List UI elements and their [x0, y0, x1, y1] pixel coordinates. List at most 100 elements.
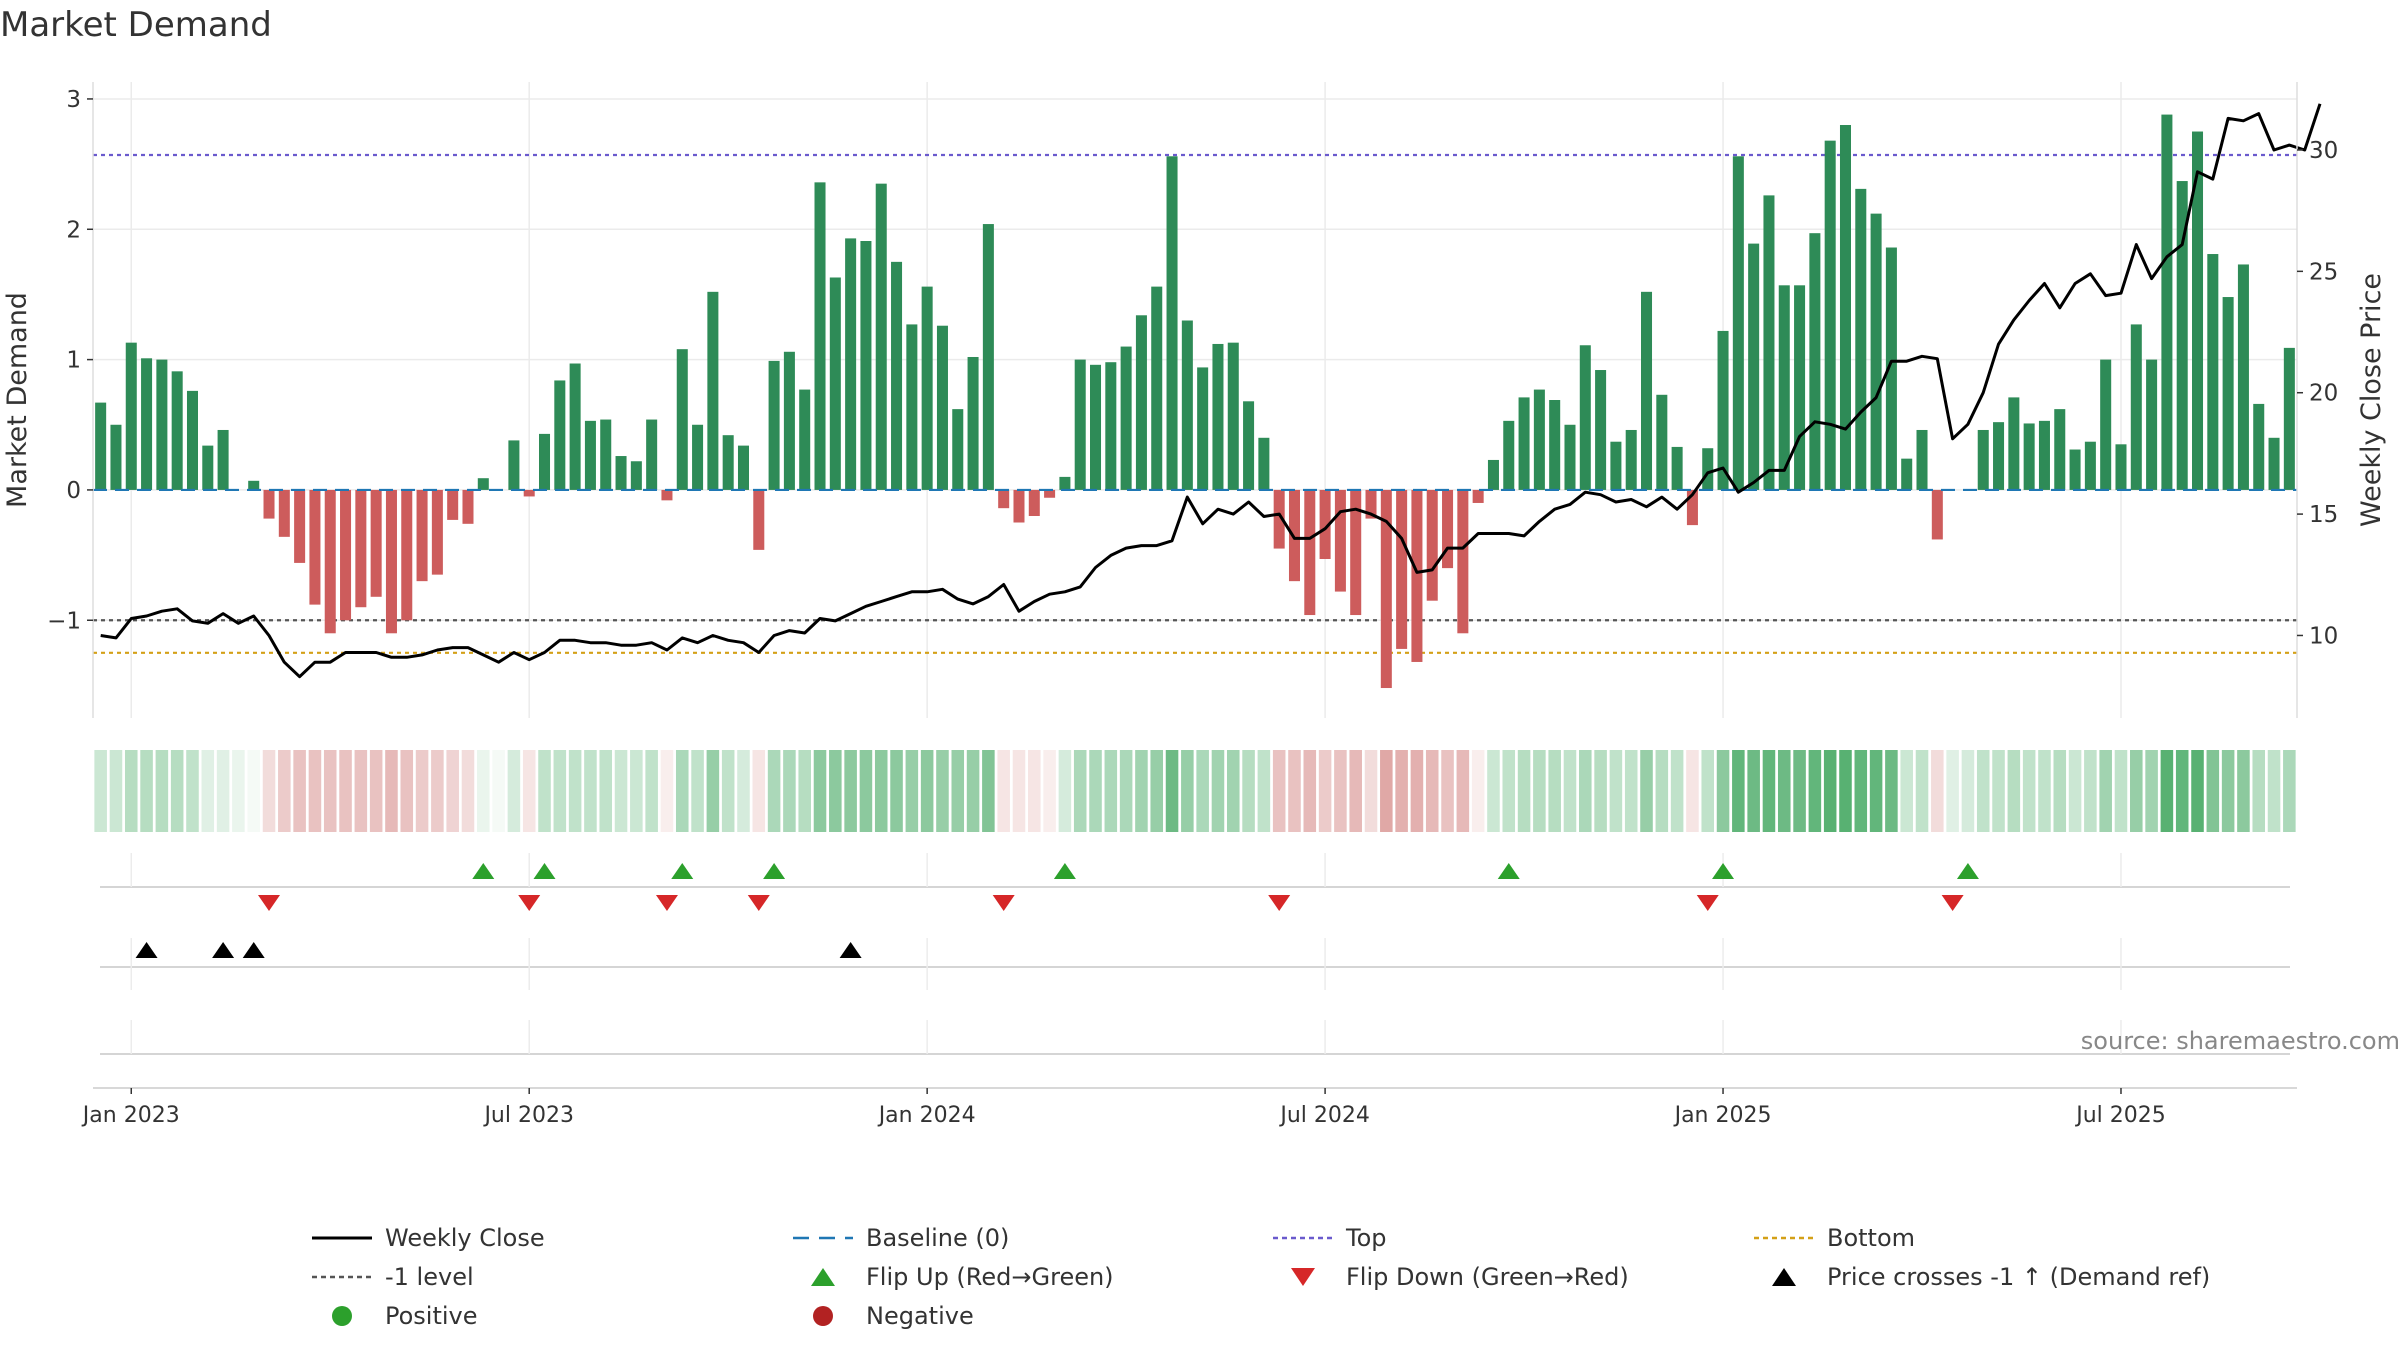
heat-cell — [262, 750, 276, 832]
heat-cell — [2175, 750, 2189, 832]
heat-cell — [951, 750, 965, 832]
heat-cell — [446, 750, 459, 832]
positive-bar — [1105, 362, 1117, 490]
heat-cell — [1885, 750, 1898, 832]
negative-bar — [1334, 489, 1346, 592]
heat-cell — [1272, 750, 1286, 832]
negative-bar — [998, 489, 1010, 509]
positive-bar — [1763, 195, 1775, 490]
heat-cell — [1043, 750, 1056, 832]
heat-cell — [1334, 750, 1347, 832]
positive-bar — [860, 241, 872, 490]
heat-cell — [1548, 750, 1561, 832]
heat-cell — [2283, 750, 2296, 832]
legend-label: Baseline (0) — [866, 1224, 1009, 1252]
heat-cell — [1992, 750, 2005, 832]
heat-cell — [2252, 750, 2266, 832]
heat-cell — [1533, 750, 1546, 832]
heat-cell — [1303, 750, 1317, 832]
heat-cell — [1946, 750, 1959, 832]
heat-cell — [538, 750, 551, 832]
positive-bar — [1870, 213, 1882, 490]
flip-up-marker — [1712, 863, 1735, 879]
heat-cell — [2068, 750, 2082, 832]
positive-bar — [186, 390, 198, 490]
positive-bar — [1074, 359, 1086, 490]
heat-cell — [1517, 750, 1531, 832]
positive-bar — [141, 358, 153, 490]
heat-cell — [844, 750, 857, 832]
positive-bar — [1702, 448, 1714, 490]
heat-cell — [1380, 750, 1393, 832]
positive-bar — [2115, 444, 2127, 490]
heat-cell — [2145, 750, 2158, 832]
heat-cell — [2221, 750, 2235, 832]
heat-cell — [1257, 750, 1271, 832]
heat-cell — [2038, 750, 2051, 832]
positive-bar — [967, 356, 979, 490]
heat-cell — [461, 750, 475, 832]
flip-down-marker — [1268, 895, 1291, 911]
positive-bar — [1166, 156, 1178, 490]
legend-positive-swatch — [332, 1306, 352, 1326]
negative-bar — [401, 489, 413, 621]
negative-bar — [1931, 489, 1943, 540]
heat-cell — [415, 750, 429, 832]
heat-cell — [109, 750, 123, 832]
y2-tick-label: 15 — [2309, 502, 2338, 528]
heat-cell — [936, 750, 949, 832]
heat-cell — [1839, 750, 1852, 832]
negative-bar — [1028, 489, 1040, 516]
positive-bar — [2069, 449, 2081, 490]
flip-down-marker — [747, 895, 770, 911]
positive-bar — [1227, 342, 1239, 490]
positive-bar — [95, 402, 107, 490]
negative-bar — [416, 489, 428, 582]
heat-cell — [675, 750, 689, 832]
heat-cell — [155, 750, 169, 832]
negative-bar — [1457, 489, 1469, 634]
heat-cell — [308, 750, 322, 832]
heat-cell — [140, 750, 153, 832]
positive-bar — [1885, 247, 1897, 490]
heat-cell — [1777, 750, 1791, 832]
negative-bar — [1013, 489, 1025, 523]
flip-up-marker — [472, 863, 495, 879]
positive-bar — [891, 261, 903, 490]
negative-bar — [340, 489, 352, 621]
heat-cell — [660, 750, 674, 832]
positive-bar — [1901, 458, 1913, 490]
negative-bar — [370, 489, 382, 597]
heat-cell — [966, 750, 980, 832]
positive-bar — [936, 325, 948, 490]
legend-label: Positive — [385, 1302, 478, 1330]
heat-cell — [1288, 750, 1301, 832]
y-axis-label: Market Demand — [2, 292, 33, 508]
heat-cell — [2053, 750, 2067, 832]
positive-bar — [692, 424, 704, 490]
legend-label: Price crosses -1 ↑ (Demand ref) — [1827, 1263, 2210, 1291]
heat-cell — [2130, 750, 2143, 832]
heat-cell — [293, 750, 306, 832]
positive-bar — [584, 420, 596, 490]
heat-cell — [216, 750, 230, 832]
positive-bar — [2008, 397, 2020, 490]
flip-down-marker — [1941, 895, 1964, 911]
positive-bar — [875, 183, 887, 490]
positive-bar — [1610, 441, 1622, 490]
positive-bar — [2100, 359, 2112, 490]
positive-bar — [1839, 125, 1851, 490]
positive-bar — [1090, 364, 1102, 490]
heat-cell — [2206, 750, 2220, 832]
heat-cell — [1073, 750, 1087, 832]
heat-cell — [584, 750, 597, 832]
heat-cell — [477, 750, 490, 832]
heat-cell — [2022, 750, 2036, 832]
heat-cell — [1762, 750, 1776, 832]
positive-bar — [1197, 367, 1209, 490]
positive-bar — [2084, 441, 2096, 490]
negative-bar — [278, 489, 290, 537]
positive-bar — [1181, 320, 1193, 490]
y2-tick-label: 10 — [2309, 623, 2338, 649]
